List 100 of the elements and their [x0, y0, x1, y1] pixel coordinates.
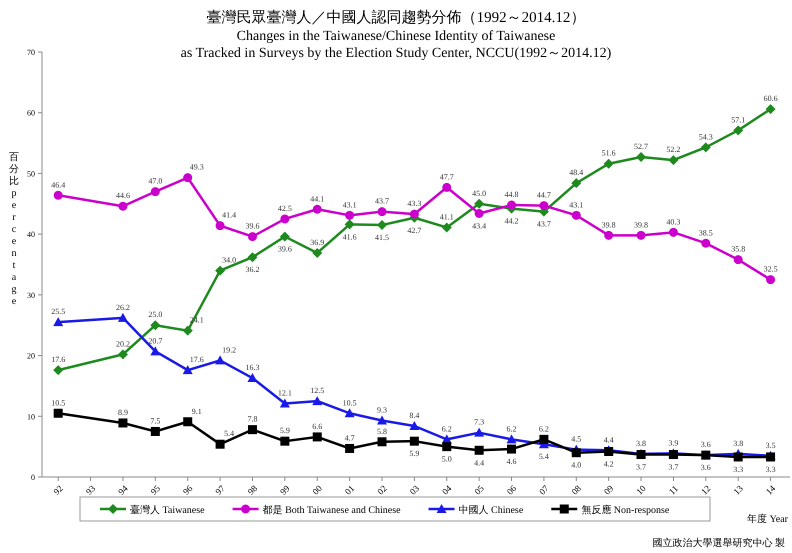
legend-label: 中國人 Chinese	[458, 504, 524, 516]
point	[345, 444, 354, 453]
point	[345, 210, 354, 220]
data-label: 40.3	[666, 217, 680, 226]
data-label: 9.3	[377, 406, 387, 415]
data-label: 7.3	[474, 418, 484, 427]
data-label: 8.4	[409, 411, 420, 420]
point	[377, 416, 387, 425]
data-label: 4.7	[344, 433, 355, 442]
point	[733, 125, 744, 136]
data-label: 5.4	[538, 452, 549, 462]
point	[539, 434, 548, 444]
point	[216, 221, 225, 230]
data-label: 6.2	[442, 424, 452, 434]
data-label: 44.2	[504, 216, 519, 226]
data-label: 8.9	[118, 408, 128, 417]
point	[409, 421, 420, 430]
text: 百分比 percentage	[9, 152, 19, 307]
data-label: 20.2	[116, 339, 130, 348]
data-label: 4.5	[571, 434, 582, 444]
point	[604, 230, 614, 240]
data-label: 3.3	[733, 464, 744, 474]
x-tick-label: 00	[310, 482, 324, 497]
data-label: 36.2	[245, 265, 260, 274]
x-tick-label: 11	[666, 483, 680, 497]
point	[636, 230, 646, 240]
point	[766, 275, 776, 284]
data-label: 7.5	[150, 416, 160, 426]
x-tick-label: 97	[213, 482, 228, 497]
data-label: 5.9	[409, 449, 420, 458]
legend-label: 無反應 Non-response	[581, 504, 670, 516]
point	[248, 232, 257, 242]
data-label: 39.6	[245, 222, 260, 231]
point	[150, 320, 160, 330]
data-label: 41.1	[440, 212, 454, 222]
data-label: 4.2	[604, 460, 614, 468]
data-label: 12.5	[310, 386, 324, 396]
data-label: 44.1	[310, 194, 324, 204]
point	[700, 142, 711, 152]
x-tick-label: 06	[504, 482, 519, 497]
data-label: 3.8	[733, 438, 744, 448]
point	[766, 104, 776, 114]
data-label: 4.4	[474, 458, 484, 468]
point	[54, 408, 63, 418]
x-axis-title: 年度 Year	[747, 513, 789, 525]
x-tick-label: 14	[764, 482, 778, 497]
data-label: 43.1	[569, 200, 584, 210]
point	[344, 219, 355, 230]
chart-subtitle: Changes in the Taiwanese/Chinese Identity of Taiwanese as Tracked in Surveys by the Election Study Center, NCCU(1992～2014.12)	[180, 29, 612, 61]
data-label: 3.5	[766, 440, 776, 450]
data-label: 6.2	[506, 424, 517, 434]
y-tick-label: 20	[27, 352, 35, 361]
x-tick-label: 10	[634, 482, 648, 497]
point	[183, 173, 192, 182]
data-label: 3.7	[668, 462, 678, 472]
data-label: 5.8	[377, 426, 387, 436]
data-label: 26.2	[116, 302, 130, 312]
point	[312, 204, 322, 214]
point	[53, 317, 64, 326]
data-label: 45.0	[472, 188, 486, 198]
point	[215, 266, 226, 276]
data-label: 46.4	[51, 180, 66, 190]
data-label: 3.6	[700, 440, 711, 450]
point	[442, 182, 452, 192]
point	[118, 312, 128, 322]
data-label: 57.1	[731, 115, 746, 124]
data-label: 3.7	[636, 462, 646, 472]
y-tick-label: 50	[27, 169, 35, 178]
data-label: 47.0	[148, 176, 162, 186]
data-label: 6.6	[312, 422, 322, 431]
point	[604, 158, 614, 169]
data-label: 25.5	[51, 307, 66, 316]
data-label: 4.0	[571, 460, 582, 470]
x-tick-label: 05	[472, 482, 486, 497]
data-label: 17.6	[51, 355, 66, 364]
data-label: 43.7	[375, 196, 389, 206]
point	[247, 373, 258, 382]
data-label: 17.6	[190, 355, 204, 364]
x-tick-label: 98	[246, 482, 260, 497]
point	[572, 448, 581, 458]
data-label: 44.7	[536, 190, 551, 200]
data-label: 3.9	[668, 438, 678, 448]
data-label: 41.5	[375, 233, 389, 242]
data-label: 5.0	[442, 454, 452, 464]
point	[507, 200, 516, 210]
point	[312, 432, 322, 442]
data-label: 60.6	[764, 94, 778, 104]
point	[247, 252, 258, 262]
point	[378, 207, 386, 216]
data-label: 43.1	[342, 200, 357, 210]
x-tick-label: 94	[116, 482, 130, 497]
data-label: 41.6	[342, 232, 357, 242]
data-label: 19.2	[222, 345, 236, 354]
point	[734, 452, 743, 462]
x-tick-label: 93	[84, 482, 98, 497]
point	[636, 152, 646, 162]
x-tick-label: 96	[180, 482, 195, 497]
point	[539, 201, 548, 210]
data-label: 6.2	[538, 424, 549, 434]
point	[54, 190, 63, 200]
